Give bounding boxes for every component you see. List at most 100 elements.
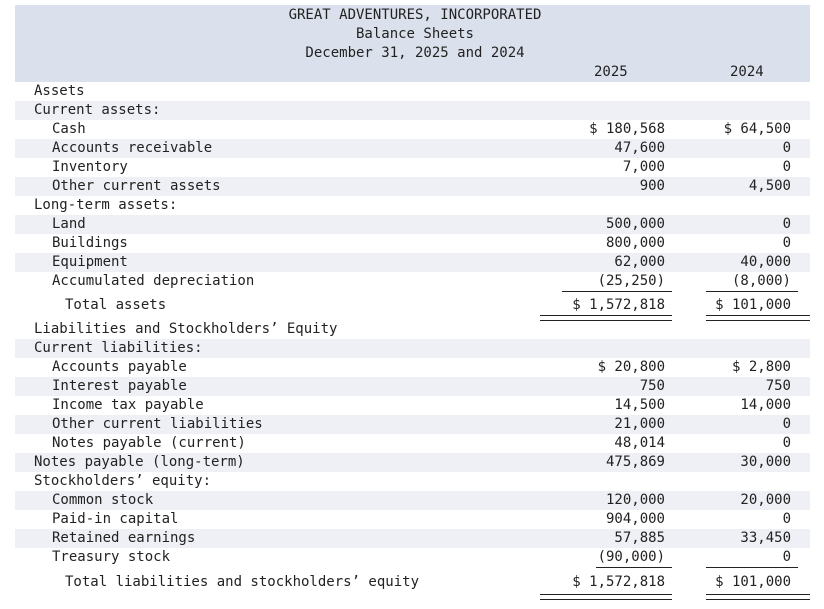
value-2025: (25,250) bbox=[597, 273, 665, 289]
row-label: Total assets bbox=[65, 297, 167, 313]
value-2025: (90,000) bbox=[597, 549, 665, 565]
statement-row: Accumulated depreciation (25,250) (8,000) bbox=[15, 272, 810, 291]
row-label: Accumulated depreciation bbox=[52, 273, 255, 289]
statement-row: Other current liabilities 21,000 0 bbox=[15, 415, 810, 434]
value-2024: 4,500 bbox=[748, 178, 791, 194]
value-2025: 57,885 bbox=[614, 530, 665, 546]
statement-date: December 31, 2025 and 2024 bbox=[305, 45, 525, 61]
value-2025: 21,000 bbox=[614, 416, 665, 432]
value-2025: 904,000 bbox=[605, 511, 665, 527]
value-2024: $ 2,800 bbox=[731, 359, 791, 375]
row-label: Stockholders’ equity: bbox=[34, 473, 212, 489]
column-header-2024: 2024 bbox=[730, 64, 764, 80]
statement-row: Liabilities and Stockholders’ Equity bbox=[15, 320, 810, 339]
value-2024: 20,000 bbox=[740, 492, 791, 508]
company-name: GREAT ADVENTURES, INCORPORATED bbox=[288, 7, 542, 23]
total-liabilities-double-rule-2025 bbox=[540, 594, 672, 600]
value-2025: 475,869 bbox=[605, 454, 665, 470]
row-label: Income tax payable bbox=[52, 397, 204, 413]
row-label: Land bbox=[52, 216, 86, 232]
statement-row: Total assets $ 1,572,818 $ 101,000 bbox=[15, 296, 810, 315]
statement-row: Paid-in capital 904,000 0 bbox=[15, 510, 810, 529]
statement-row: Equipment 62,000 40,000 bbox=[15, 253, 810, 272]
statement-row: Inventory 7,000 0 bbox=[15, 158, 810, 177]
value-2024: $ 64,500 bbox=[723, 121, 791, 137]
statement-row: Assets bbox=[15, 82, 810, 101]
value-2024: $ 101,000 bbox=[715, 574, 791, 590]
statement-row: Income tax payable 14,500 14,000 bbox=[15, 396, 810, 415]
row-label: Accounts payable bbox=[52, 359, 187, 375]
statement-row: Buildings 800,000 0 bbox=[15, 234, 810, 253]
header-band bbox=[15, 5, 810, 82]
value-2024: (8,000) bbox=[731, 273, 791, 289]
row-label: Common stock bbox=[52, 492, 154, 508]
value-2024: 0 bbox=[782, 140, 791, 156]
row-label: Liabilities and Stockholders’ Equity bbox=[34, 321, 338, 337]
statement-row: Land 500,000 0 bbox=[15, 215, 810, 234]
equity-subtotal-rule-2025 bbox=[596, 567, 672, 568]
value-2025: 800,000 bbox=[605, 235, 665, 251]
statement-row: Interest payable 750 750 bbox=[15, 377, 810, 396]
statement-row: Current liabilities: bbox=[15, 339, 810, 358]
value-2025: $ 1,572,818 bbox=[572, 297, 665, 313]
value-2025: $ 20,800 bbox=[597, 359, 665, 375]
statement-row: Accounts receivable 47,600 0 bbox=[15, 139, 810, 158]
value-2025: 47,600 bbox=[614, 140, 665, 156]
statement-row: Retained earnings 57,885 33,450 bbox=[15, 529, 810, 548]
equity-subtotal-rule-2024 bbox=[706, 567, 798, 568]
value-2024: 0 bbox=[782, 416, 791, 432]
row-label: Other current liabilities bbox=[52, 416, 263, 432]
statement-row: Treasury stock (90,000) 0 bbox=[15, 548, 810, 567]
row-label: Current liabilities: bbox=[34, 340, 203, 356]
statement-title: Balance Sheets bbox=[355, 26, 474, 42]
value-2024: 0 bbox=[782, 435, 791, 451]
statement-row: Total liabilities and stockholders’ equi… bbox=[15, 573, 810, 592]
row-label: Cash bbox=[52, 121, 86, 137]
value-2025: $ 180,568 bbox=[589, 121, 665, 137]
statement-row: Common stock 120,000 20,000 bbox=[15, 491, 810, 510]
value-2025: 62,000 bbox=[614, 254, 665, 270]
total-liabilities-double-rule-2024 bbox=[706, 594, 810, 600]
total-assets-double-rule-2025 bbox=[540, 315, 672, 321]
row-label: Current assets: bbox=[34, 102, 161, 118]
value-2025: 500,000 bbox=[605, 216, 665, 232]
statement-row: Current assets: bbox=[15, 101, 810, 120]
value-2024: 40,000 bbox=[740, 254, 791, 270]
value-2024: 0 bbox=[782, 216, 791, 232]
row-label: Inventory bbox=[52, 159, 128, 175]
value-2025: 900 bbox=[639, 178, 665, 194]
value-2024: 0 bbox=[782, 235, 791, 251]
row-label: Retained earnings bbox=[52, 530, 196, 546]
value-2025: 14,500 bbox=[614, 397, 665, 413]
value-2025: 48,014 bbox=[614, 435, 665, 451]
column-header-2025: 2025 bbox=[594, 64, 628, 80]
value-2025: 120,000 bbox=[605, 492, 665, 508]
value-2024: $ 101,000 bbox=[715, 297, 791, 313]
row-label: Paid-in capital bbox=[52, 511, 179, 527]
value-2025: 7,000 bbox=[622, 159, 665, 175]
row-label: Treasury stock bbox=[52, 549, 171, 565]
row-label: Other current assets bbox=[52, 178, 221, 194]
statement-row: Notes payable (long-term) 475,869 30,000 bbox=[15, 453, 810, 472]
statement-row: Notes payable (current) 48,014 0 bbox=[15, 434, 810, 453]
value-2024: 33,450 bbox=[740, 530, 791, 546]
subtotal-rule-2025 bbox=[562, 291, 672, 292]
value-2024: 0 bbox=[782, 511, 791, 527]
row-label: Notes payable (current) bbox=[52, 435, 246, 451]
value-2024: 750 bbox=[765, 378, 791, 394]
value-2024: 14,000 bbox=[740, 397, 791, 413]
statement-row: Other current assets 900 4,500 bbox=[15, 177, 810, 196]
value-2025: $ 1,572,818 bbox=[572, 574, 665, 590]
value-2024: 0 bbox=[782, 549, 791, 565]
statement-row: Accounts payable $ 20,800 $ 2,800 bbox=[15, 358, 810, 377]
row-label: Interest payable bbox=[52, 378, 187, 394]
value-2025: 750 bbox=[639, 378, 665, 394]
row-label: Total liabilities and stockholders’ equi… bbox=[65, 574, 420, 590]
row-label: Accounts receivable bbox=[52, 140, 213, 156]
row-label: Buildings bbox=[52, 235, 128, 251]
subtotal-rule-2024 bbox=[706, 291, 798, 292]
statement-row: Long-term assets: bbox=[15, 196, 810, 215]
row-label: Equipment bbox=[52, 254, 128, 270]
value-2024: 30,000 bbox=[740, 454, 791, 470]
